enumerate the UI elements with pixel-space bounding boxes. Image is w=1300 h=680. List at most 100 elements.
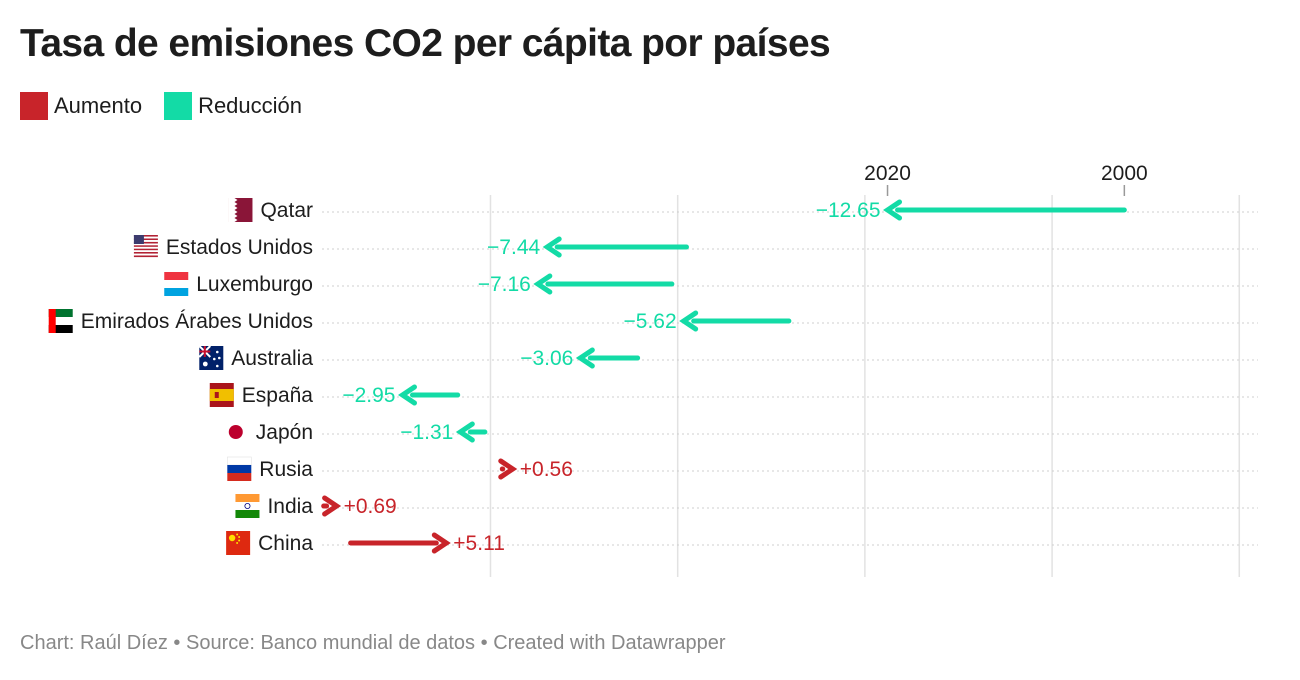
year-annotation: 2020 xyxy=(864,162,911,185)
flag-coat xyxy=(214,392,219,398)
legend-item-aumento: Aumento xyxy=(20,92,142,120)
value-label: −7.16 xyxy=(478,273,531,296)
flag-stripe xyxy=(133,243,158,246)
flag-stripe xyxy=(133,253,158,256)
arrow-head xyxy=(498,458,518,480)
flag-stripe xyxy=(133,250,158,252)
flag-star xyxy=(215,364,219,368)
arrow-head xyxy=(431,532,451,554)
country-label: Australia xyxy=(231,347,313,370)
arrow-head xyxy=(679,310,699,332)
flag-stripe xyxy=(164,288,189,296)
flag-star xyxy=(202,361,208,367)
australia-flag-icon xyxy=(198,345,224,370)
value-label: +0.56 xyxy=(520,458,573,481)
flag-stripe xyxy=(133,236,158,239)
flag-stripe xyxy=(133,252,158,254)
flag-star xyxy=(215,350,219,354)
value-label: −5.62 xyxy=(624,310,677,333)
footer-source: Source: Banco mundial de datos xyxy=(185,632,476,654)
spain-flag-icon xyxy=(209,383,234,407)
qatar-flag-icon xyxy=(228,198,253,222)
legend-swatch-reduccion xyxy=(164,92,193,120)
flag-canton xyxy=(133,235,144,244)
usa-flag-icon xyxy=(133,235,158,258)
country-label: India xyxy=(267,495,313,518)
legend: Aumento Reducción xyxy=(20,92,324,120)
arrow-head xyxy=(533,273,553,295)
arrow-head xyxy=(575,347,595,369)
footer-chart-by: Chart: Raúl Díez xyxy=(20,632,168,654)
footer: Chart: Raúl Díez • Source: Banco mundial… xyxy=(20,632,726,655)
china-flag-icon xyxy=(226,531,251,555)
india-flag-icon xyxy=(235,494,260,518)
footer-separator-1: • xyxy=(173,632,181,654)
flag-stripe xyxy=(235,502,260,510)
flag-star xyxy=(236,533,239,536)
luxembourg-flag-icon xyxy=(164,272,189,296)
flag-stripe xyxy=(235,494,260,502)
flag-star xyxy=(238,536,241,538)
flag-stripe xyxy=(227,473,252,481)
value-label: −3.06 xyxy=(520,347,573,370)
flag-star xyxy=(236,542,239,544)
arrow-head xyxy=(883,199,903,221)
country-label: Japón xyxy=(256,421,313,444)
flag-stripe xyxy=(133,255,158,258)
country-label: Estados Unidos xyxy=(166,236,313,259)
value-label: −2.95 xyxy=(342,384,395,407)
flag-stripe xyxy=(227,465,252,473)
country-label: Luxemburgo xyxy=(196,273,313,296)
flag-stripe xyxy=(48,325,73,333)
flag-star xyxy=(217,356,221,360)
flag-star xyxy=(212,357,216,361)
flag-stripe xyxy=(133,241,158,244)
flag-stripe xyxy=(227,456,252,466)
country-label: China xyxy=(258,532,313,555)
arrow-head xyxy=(397,384,417,406)
flag-stripe xyxy=(48,317,73,325)
flag-star xyxy=(228,534,236,542)
flag-hoist xyxy=(48,309,56,333)
arrow-head xyxy=(322,495,342,517)
russia-flag-icon xyxy=(227,456,252,481)
value-label: +5.11 xyxy=(453,532,505,555)
flag-stripe xyxy=(209,389,234,401)
chart-title: Tasa de emisiones CO2 per cápita por paí… xyxy=(20,22,831,65)
year-annotation: 2000 xyxy=(1101,162,1148,185)
flag-disc xyxy=(228,425,243,439)
flag-stripe xyxy=(133,248,158,251)
flag-chakra xyxy=(244,502,251,509)
arrow-head xyxy=(542,236,562,258)
value-label: +0.69 xyxy=(344,495,397,518)
legend-label-reduccion: Reducción xyxy=(198,93,303,118)
footer-created: Created with Datawrapper xyxy=(493,632,726,654)
country-label: Qatar xyxy=(260,199,313,222)
flag-cross xyxy=(199,350,211,353)
flag-stripe xyxy=(164,280,189,288)
flag-stripe xyxy=(133,235,158,237)
flag-stripe xyxy=(133,240,158,242)
value-label: −7.44 xyxy=(487,236,540,259)
flag-serration xyxy=(228,198,238,222)
value-label: −1.31 xyxy=(400,421,453,444)
flag-stripe xyxy=(235,510,260,518)
flag-stripe xyxy=(133,238,158,241)
country-label: Rusia xyxy=(259,458,313,481)
footer-separator-2: • xyxy=(480,632,488,654)
flag-star xyxy=(238,539,241,542)
country-label: Emirados Árabes Unidos xyxy=(81,310,313,333)
arrow-chart: Qatar −12.65 Estados Unidos −7.44 Luxemburgo… xyxy=(48,162,1258,577)
legend-item-reduccion: Reducción xyxy=(164,92,302,120)
legend-label-aumento: Aumento xyxy=(54,93,143,118)
uae-flag-icon xyxy=(48,309,73,333)
flag-stripe xyxy=(133,246,158,249)
flag-stripe xyxy=(164,272,189,280)
arrow-head xyxy=(455,421,475,443)
flag-stripe xyxy=(48,309,73,317)
value-label: −12.65 xyxy=(816,199,881,222)
japan-flag-icon xyxy=(228,425,243,439)
country-label: España xyxy=(242,384,314,407)
flag-stripe xyxy=(133,245,158,247)
legend-swatch-aumento xyxy=(20,92,48,120)
